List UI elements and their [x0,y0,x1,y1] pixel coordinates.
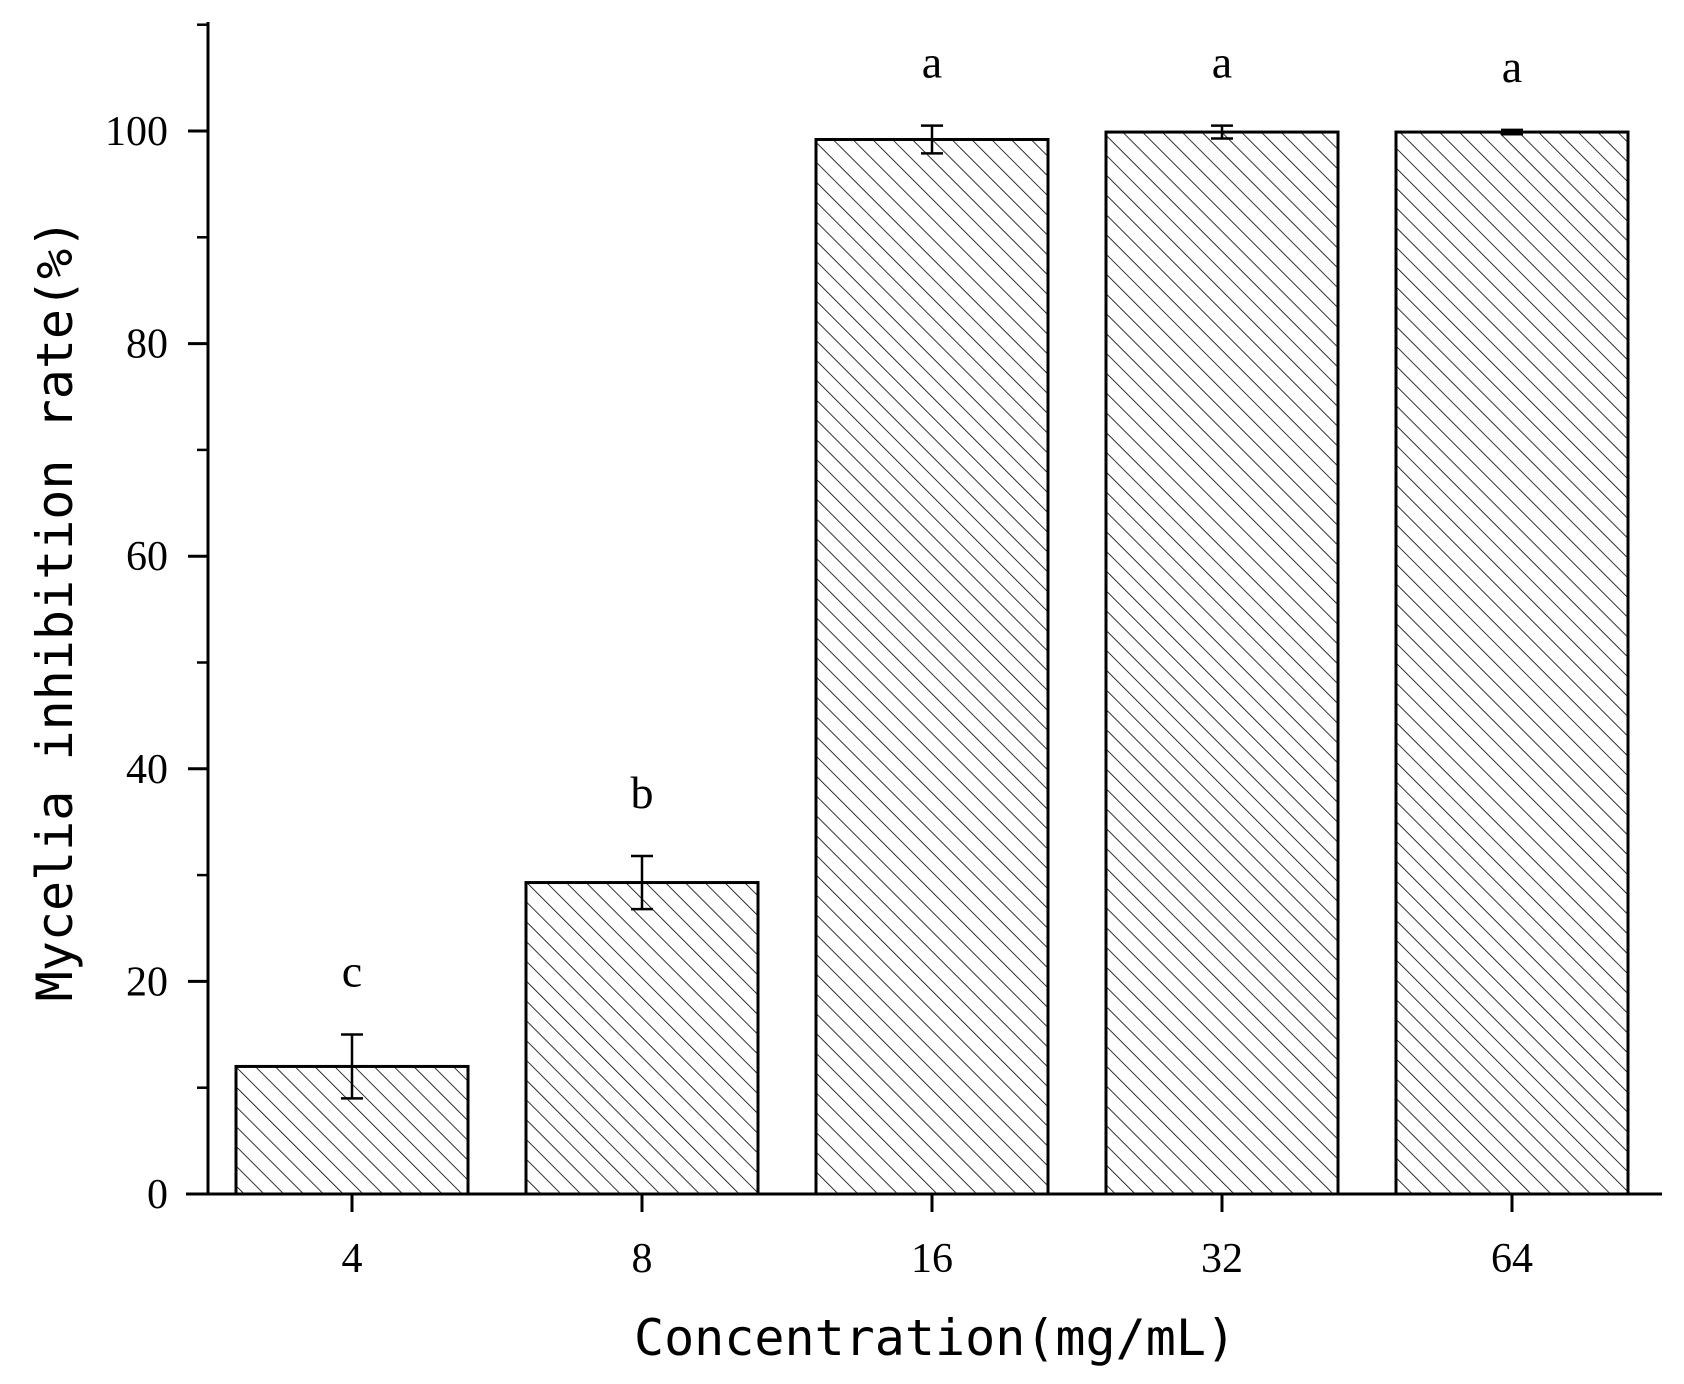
y-tick-label: 80 [126,322,168,368]
significance-label: a [1502,41,1522,92]
bar [1104,130,1340,1196]
error-bars-group [341,124,1523,1100]
y-tick-label: 40 [126,747,168,793]
bar [814,138,1050,1196]
y-axis-title: Mycelia inhibition rate(%) [26,219,84,1002]
x-tick-label: 16 [911,1236,953,1282]
significance-label: b [631,767,654,818]
y-ticks-group: 0 20 40 60 80 100 [105,23,208,1218]
bar [1394,130,1630,1196]
axes-group [186,22,1662,1196]
x-tick-label: 8 [632,1236,653,1282]
y-tick-label: 100 [105,109,168,155]
x-axis-title: Concentration(mg/mL) [634,1309,1236,1367]
significance-label: a [1212,37,1232,88]
y-tick-label: 60 [126,534,168,580]
significance-labels-group: c b a a a [342,37,1522,997]
bars-group [234,130,1630,1196]
significance-label: a [922,37,942,88]
y-tick-label: 20 [126,959,168,1005]
y-tick-label: 0 [147,1172,168,1218]
x-tick-label: 4 [342,1236,363,1282]
x-tick-label: 64 [1491,1236,1533,1282]
significance-label: c [342,946,362,997]
bar [524,881,760,1196]
x-tick-label: 32 [1201,1236,1243,1282]
x-ticks-group: 4 8 16 32 64 [342,1194,1533,1282]
